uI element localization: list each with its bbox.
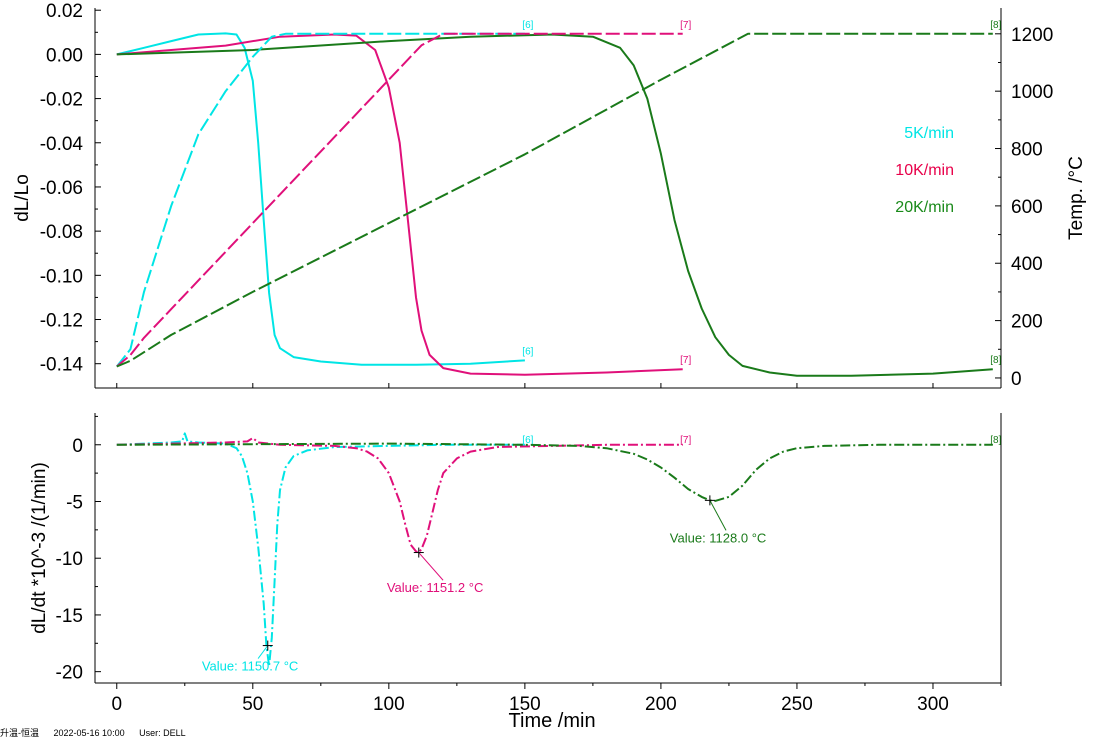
series-temp-20k-min <box>116 32 993 368</box>
y-tick-label: -0.02 <box>40 90 83 111</box>
series-rate-10k-min <box>116 437 683 554</box>
series-temp-5k-min <box>116 32 525 368</box>
y-tick-label: -0.10 <box>40 266 83 287</box>
series-end-marker: [6] <box>522 435 533 446</box>
series-end-marker: [7] <box>680 355 691 366</box>
series-dL-20k-min <box>116 33 993 377</box>
series-rate-20k-min <box>116 442 993 502</box>
series-end-marker: [6] <box>522 346 533 357</box>
x-tick-label: 300 <box>917 694 949 715</box>
y2-tick-label: 400 <box>1011 254 1043 275</box>
y2-tick-label: 600 <box>1011 197 1043 218</box>
x-tick-label: 250 <box>781 694 813 715</box>
series-dL-10k-min <box>116 33 683 376</box>
dl-dt-panel: 0 -5 -10 -15 -20 0 50 100 150 200 250 300 dL/dt *10^… <box>29 413 1002 732</box>
y-tick-label: 0.00 <box>46 45 83 66</box>
y-tick-label: -15 <box>56 606 83 627</box>
y-tick-label: -0.08 <box>40 222 83 243</box>
series-end-marker: [8] <box>990 435 1001 446</box>
annotation-leader <box>418 552 444 581</box>
y2-tick-label: 800 <box>1011 140 1043 161</box>
legend-entry-5k-min: 5K/min <box>904 125 954 142</box>
y-tick-label: 0 <box>72 436 83 457</box>
footer-date: 2022-05-16 10:00 <box>53 728 125 738</box>
x-tick-label: 0 <box>111 694 122 715</box>
y-axis-title: dL/Lo <box>12 174 33 222</box>
y-tick-label: -0.12 <box>40 311 83 332</box>
y2-tick-label: 0 <box>1011 369 1022 390</box>
y-tick-label: -0.14 <box>40 355 84 376</box>
x-tick-label: 150 <box>509 694 541 715</box>
x-tick-label: 50 <box>242 694 263 715</box>
series-rate-5k-min <box>116 432 525 667</box>
y2-axis-title: Temp. /°C <box>1066 156 1087 240</box>
y2-tick-label: 200 <box>1011 312 1043 333</box>
series-dL-5k-min <box>116 32 525 366</box>
annotation-value-label: Value: 1151.2 °C <box>387 580 484 595</box>
dl-lo-panel: 0.02 0.00 -0.02 -0.04 -0.06 -0.08 -0.10 -0.12 -0… <box>12 1 1087 390</box>
annotation-leader <box>709 500 727 531</box>
annotation-value-label: Value: 1150.7 °C <box>202 659 299 674</box>
footer-user: User: DELL <box>139 728 186 738</box>
annotation-leader <box>257 645 269 659</box>
y-axis-title-bottom: dL/dt *10^-3 /(1/min) <box>29 462 50 634</box>
y-tick-label: -0.04 <box>40 134 84 155</box>
y2-tick-label: 1200 <box>1011 25 1053 46</box>
series-end-marker: [7] <box>680 435 691 446</box>
y2-tick-label: 1000 <box>1011 82 1053 103</box>
series-end-marker: [8] <box>990 20 1001 31</box>
legend-entry-20k-min: 20K/min <box>895 199 954 216</box>
series-end-marker: [7] <box>680 20 691 31</box>
footer-program: 升温-恒温 <box>0 728 39 738</box>
series-end-marker: [6] <box>522 20 533 31</box>
annotation-value-label: Value: 1128.0 °C <box>670 530 767 545</box>
x-tick-label: 100 <box>373 694 405 715</box>
y-tick-label: 0.02 <box>46 1 83 22</box>
x-tick-label: 200 <box>645 694 677 715</box>
y-tick-label: -5 <box>66 492 83 513</box>
y-tick-label: -10 <box>56 549 83 570</box>
footer: 升温-恒温 2022-05-16 10:00 User: DELL <box>0 726 198 739</box>
x-axis-title: Time /min <box>509 710 596 732</box>
series-end-marker: [8] <box>990 355 1001 366</box>
series-temp-10k-min <box>116 32 683 368</box>
y-tick-label: -20 <box>56 663 83 684</box>
y-tick-label: -0.06 <box>40 178 83 199</box>
legend-entry-10k-min: 10K/min <box>895 162 954 179</box>
